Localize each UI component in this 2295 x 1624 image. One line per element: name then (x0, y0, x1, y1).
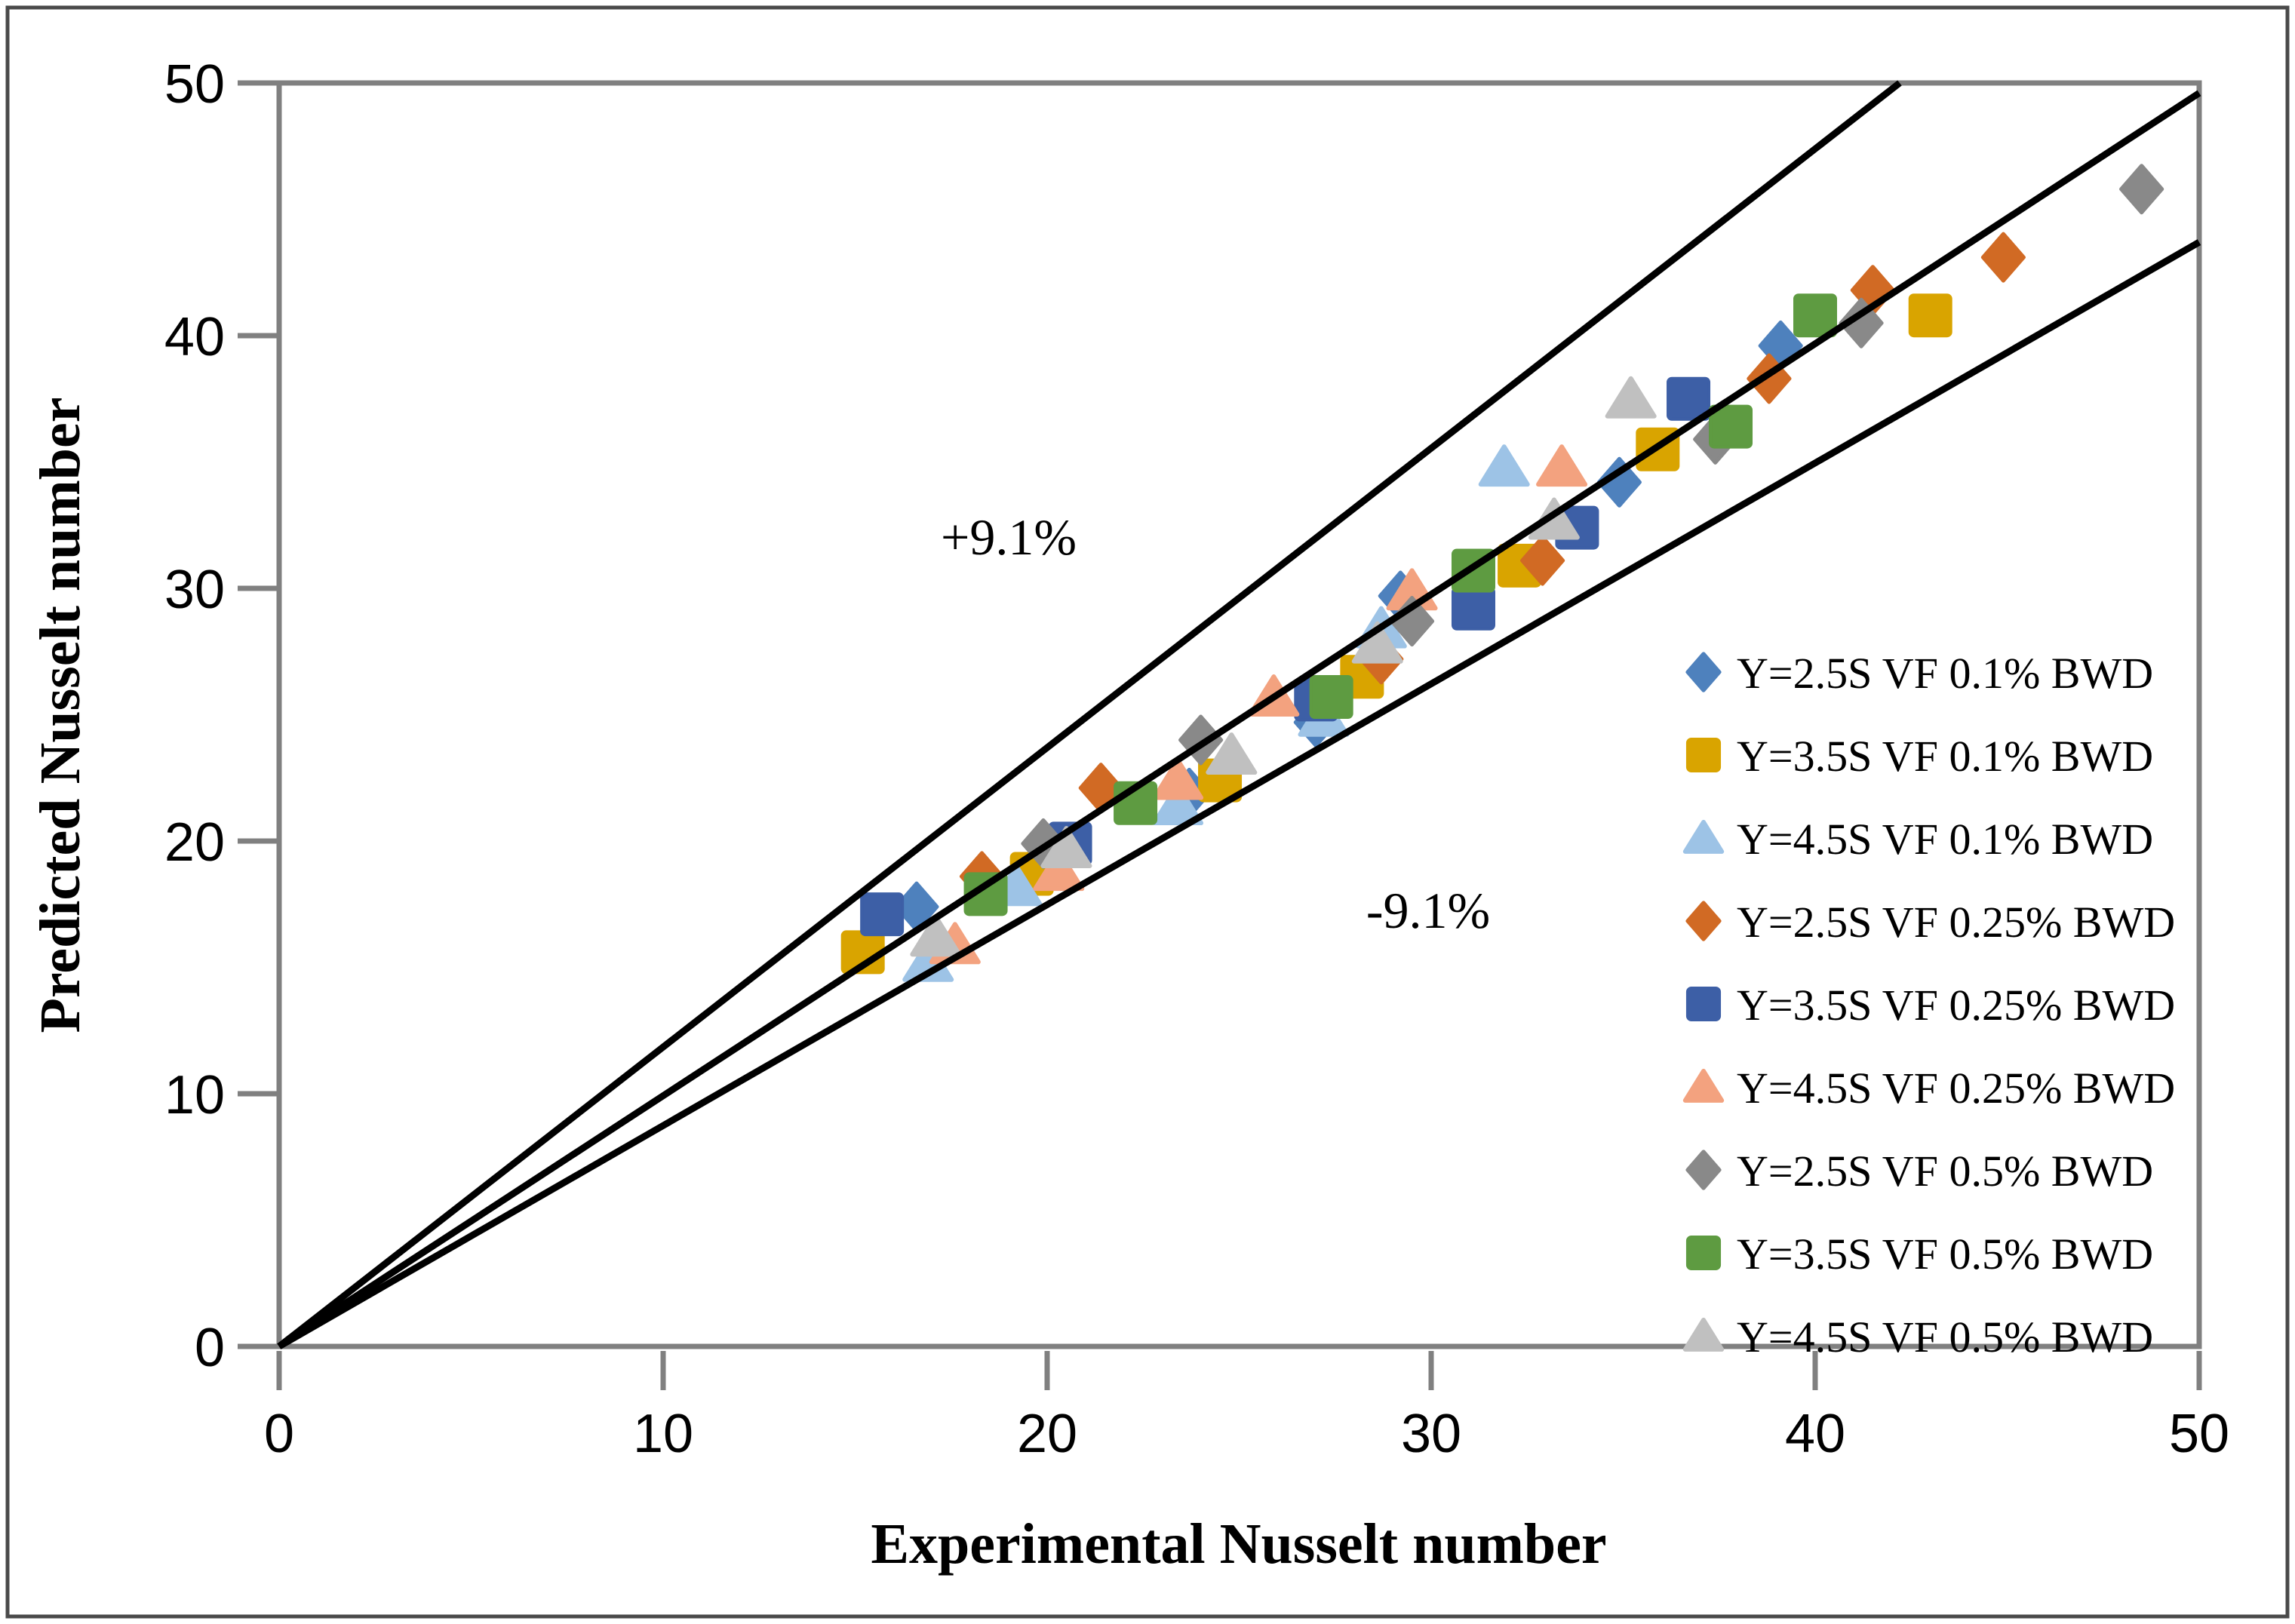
legend-label: Y=3.5S VF 0.25% BWD (1737, 981, 2175, 1030)
legend: Y=2.5S VF 0.1% BWD Y=3.5S VF 0.1% BWD Y=4.… (1682, 649, 2175, 1362)
legend-marker-triangle (1682, 819, 1725, 854)
data-point (1033, 849, 1085, 892)
legend-label: Y=2.5S VF 0.1% BWD (1737, 649, 2153, 698)
legend-label: Y=2.5S VF 0.25% BWD (1737, 898, 2175, 947)
data-point (1520, 535, 1565, 586)
legend-marker-triangle (1682, 1068, 1725, 1103)
x-tick-label: 30 (1401, 1404, 1461, 1464)
annotation-minus-9.1: -9.1% (1366, 882, 1490, 939)
y-axis-title: Predicted Nusselt number (29, 398, 92, 1033)
data-point (1309, 675, 1353, 720)
plot-area (276, 80, 2202, 1349)
legend-label: Y=4.5S VF 0.25% BWD (1737, 1064, 2175, 1113)
x-tick-label: 50 (2169, 1404, 2229, 1464)
data-point (1667, 376, 1711, 421)
legend-label: Y=2.5S VF 0.5% BWD (1737, 1147, 2153, 1196)
data-point (1605, 376, 1657, 419)
data-point (1709, 404, 1753, 449)
data-point (1451, 586, 1495, 631)
data-point (963, 872, 1008, 916)
y-tick-label: 10 (164, 1065, 225, 1125)
data-point (1152, 783, 1204, 826)
legend-marker-square (1685, 737, 1722, 773)
legend-label: Y=3.5S VF 0.1% BWD (1737, 732, 2153, 781)
plus-9.1-percent-line (277, 80, 1902, 1349)
axis-ticks: 0 10 20 30 40 50 0 10 20 30 40 50 (164, 54, 2229, 1464)
data-point (1206, 732, 1258, 775)
minus-9.1-percent-line (277, 239, 2201, 1349)
x-tick-label: 20 (1017, 1404, 1077, 1464)
x-tick-label: 0 (264, 1404, 294, 1464)
data-point (1980, 232, 2026, 283)
legend-marker-diamond (1685, 1150, 1722, 1190)
legend-label: Y=4.5S VF 0.1% BWD (1737, 815, 2153, 864)
figure-border (5, 5, 2290, 1619)
annotation-plus-9.1: +9.1% (941, 508, 1077, 566)
data-point (1478, 444, 1530, 487)
data-point (910, 914, 962, 957)
data-point (1351, 621, 1403, 664)
legend-marker-diamond (1685, 652, 1722, 692)
legend-marker-triangle (1682, 1317, 1725, 1352)
legend-marker-diamond (1685, 901, 1722, 941)
data-point (1596, 456, 1642, 508)
legend-marker-square (1685, 1235, 1722, 1271)
data-point (1536, 444, 1588, 487)
data-point (1793, 293, 1837, 338)
y-tick-label: 50 (164, 54, 225, 115)
reference-lines (277, 80, 2201, 1349)
data-point (860, 892, 905, 937)
y-tick-label: 40 (164, 307, 225, 367)
x-axis-title: Experimental Nusselt number (871, 1512, 1606, 1576)
legend-marker-square (1685, 986, 1722, 1022)
y-tick-label: 0 (195, 1318, 225, 1378)
data-point (1152, 757, 1204, 800)
data-point (1908, 293, 1952, 338)
data-point (2119, 164, 2164, 215)
equality-line (277, 90, 2201, 1349)
y-tick-label: 20 (164, 812, 225, 873)
data-point (1839, 297, 1884, 348)
legend-label: Y=3.5S VF 0.5% BWD (1737, 1230, 2153, 1279)
y-tick-label: 30 (164, 560, 225, 620)
legend-label: Y=4.5S VF 0.5% BWD (1737, 1312, 2153, 1362)
x-tick-label: 10 (633, 1404, 693, 1464)
x-tick-label: 40 (1785, 1404, 1845, 1464)
data-point (1040, 826, 1092, 868)
